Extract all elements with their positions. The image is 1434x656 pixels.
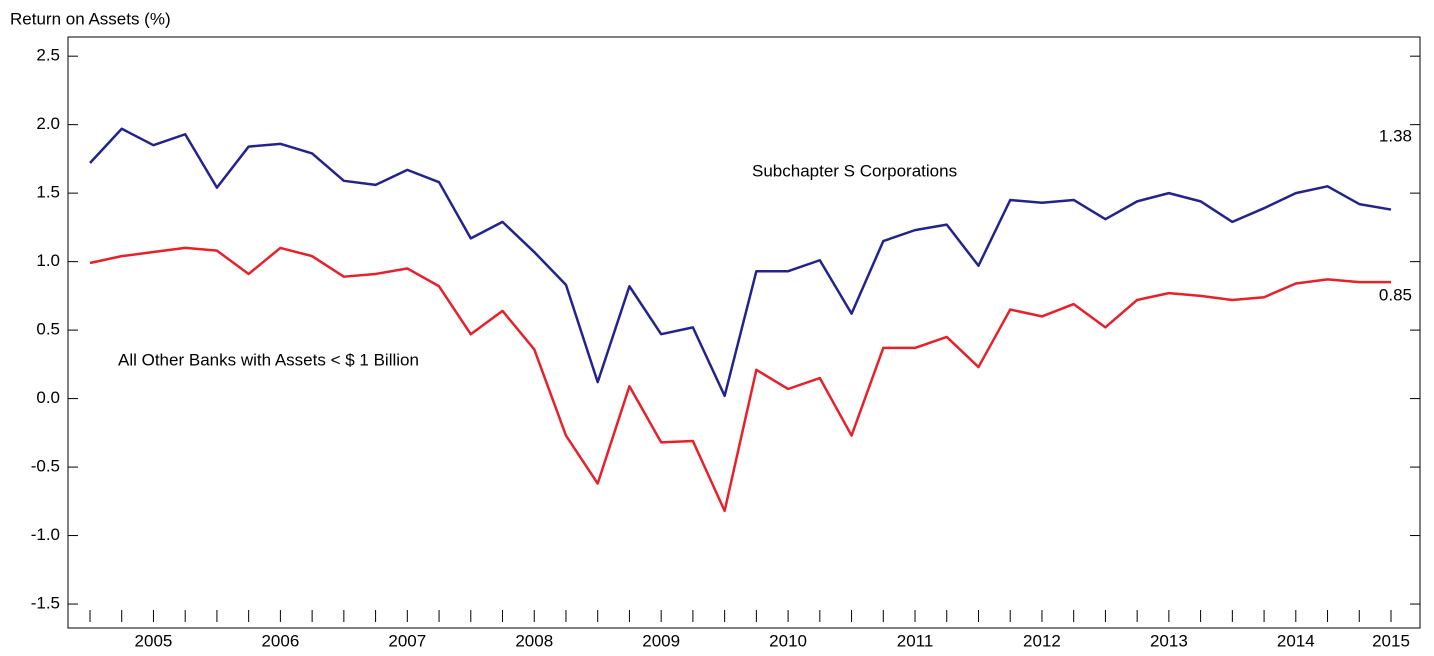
series-line	[89, 127, 1392, 398]
x-tick-label: 2011	[897, 631, 934, 650]
y-tick-label: 2.0	[36, 114, 60, 133]
series-label: Subchapter S Corporations	[752, 161, 957, 180]
series-line	[89, 246, 1391, 513]
x-tick-label: 2005	[135, 631, 173, 650]
y-axis-title: Return on Assets (%)	[10, 9, 171, 28]
x-tick-label: 2006	[261, 631, 299, 650]
x-tick-label: 2015	[1372, 631, 1410, 650]
y-tick-label: -0.5	[31, 457, 60, 476]
x-tick-label: 2012	[1023, 631, 1061, 650]
x-tick-label: 2008	[515, 631, 553, 650]
end-value-label: 0.85	[1379, 285, 1412, 304]
end-value-label: 1.38	[1379, 126, 1412, 145]
y-tick-label: 2.5	[36, 46, 60, 65]
y-tick-label: 0.5	[36, 320, 60, 339]
x-tick-label: 2013	[1150, 631, 1188, 650]
x-tick-label: 2014	[1277, 631, 1315, 650]
x-tick-label: 2010	[769, 631, 807, 650]
y-tick-label: -1.5	[31, 594, 60, 613]
y-tick-label: -1.0	[31, 525, 60, 544]
x-tick-label: 2007	[388, 631, 426, 650]
y-tick-label: 0.0	[36, 388, 60, 407]
series-label: All Other Banks with Assets < $ 1 Billio…	[118, 350, 419, 369]
plot-frame	[67, 36, 1421, 629]
x-tick-label: 2009	[642, 631, 680, 650]
y-tick-label: 1.5	[36, 183, 60, 202]
y-tick-label: 1.0	[36, 251, 60, 270]
